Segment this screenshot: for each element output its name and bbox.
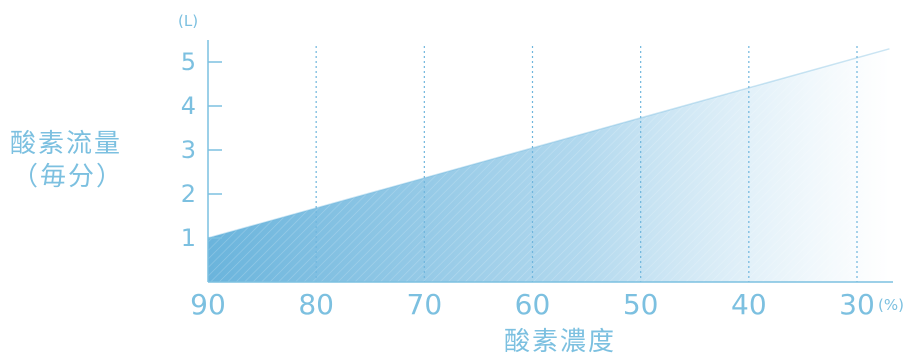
x-tick-label: 80: [298, 288, 334, 321]
x-tick-label: 90: [190, 288, 226, 321]
axes: 1 2 3 4 5 90 80 70 60 50 40 30: [181, 40, 893, 321]
x-axis-title: 酸素濃度: [504, 327, 616, 357]
x-tick-label: 70: [407, 288, 443, 321]
x-tick-label: 60: [515, 288, 551, 321]
series-line: [207, 48, 890, 239]
y-ticks: 1 2 3 4 5: [181, 48, 222, 252]
y-tick-label: 3: [181, 136, 196, 164]
x-axis-unit: (%): [878, 296, 904, 314]
y-tick-label: 4: [181, 92, 196, 120]
y-axis-unit: (L): [178, 12, 198, 30]
x-tick-label: 40: [731, 288, 767, 321]
grid-lines: [315, 46, 858, 282]
y-tick-label: 1: [181, 224, 196, 252]
y-tick-label: 2: [181, 180, 196, 208]
x-tick-label: 50: [623, 288, 659, 321]
y-axis-title-line1: 酸素流量: [10, 129, 122, 159]
y-axis-title-line2: （毎分）: [12, 162, 124, 192]
y-tick-label: 5: [181, 48, 196, 76]
x-ticks: 90 80 70 60 50 40 30: [190, 288, 875, 321]
x-tick-label: 30: [839, 288, 875, 321]
area-hatch: [208, 48, 890, 282]
plot-area: [207, 46, 890, 282]
